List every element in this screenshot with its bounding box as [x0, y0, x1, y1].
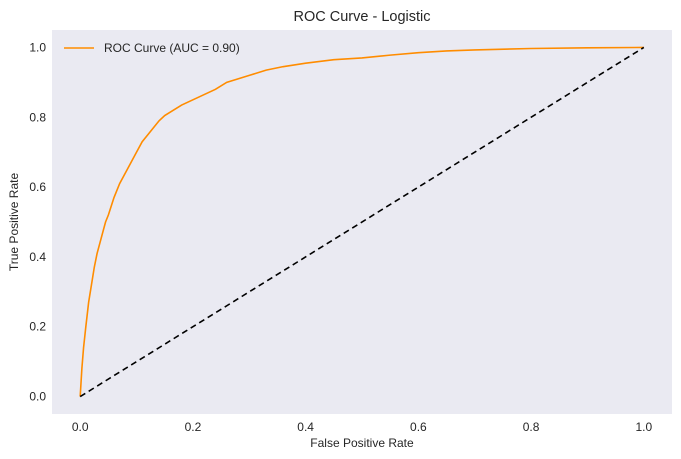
y-tick-label: 0.6	[29, 180, 46, 194]
x-axis-label: False Positive Rate	[310, 436, 414, 450]
roc-curve-line	[79, 46, 644, 397]
chart-title: ROC Curve - Logistic	[294, 9, 431, 25]
legend: ROC Curve (AUC = 0.90)	[64, 41, 240, 55]
x-tick-label: 0.0	[72, 420, 89, 434]
random-classifier-line	[79, 46, 645, 398]
y-tick-label: 0.0	[29, 390, 46, 404]
y-tick-label: 1.0	[29, 40, 46, 54]
y-tick-label: 0.8	[29, 110, 46, 124]
x-tick-label: 0.2	[185, 420, 202, 434]
y-tick-label: 0.4	[29, 250, 46, 264]
legend-entry-roc: ROC Curve (AUC = 0.90)	[104, 41, 240, 55]
x-tick-label: 1.0	[635, 420, 652, 434]
y-axis-ticks: 0.0 0.2 0.4 0.6 0.8 1.0	[29, 40, 46, 403]
x-tick-label: 0.8	[523, 420, 540, 434]
x-tick-label: 0.4	[297, 420, 314, 434]
y-axis-label: True Positive Rate	[7, 173, 21, 272]
x-tick-label: 0.6	[410, 420, 427, 434]
x-axis-ticks: 0.0 0.2 0.4 0.6 0.8 1.0	[72, 420, 653, 434]
curves-layer	[79, 46, 645, 398]
y-tick-label: 0.2	[29, 320, 46, 334]
